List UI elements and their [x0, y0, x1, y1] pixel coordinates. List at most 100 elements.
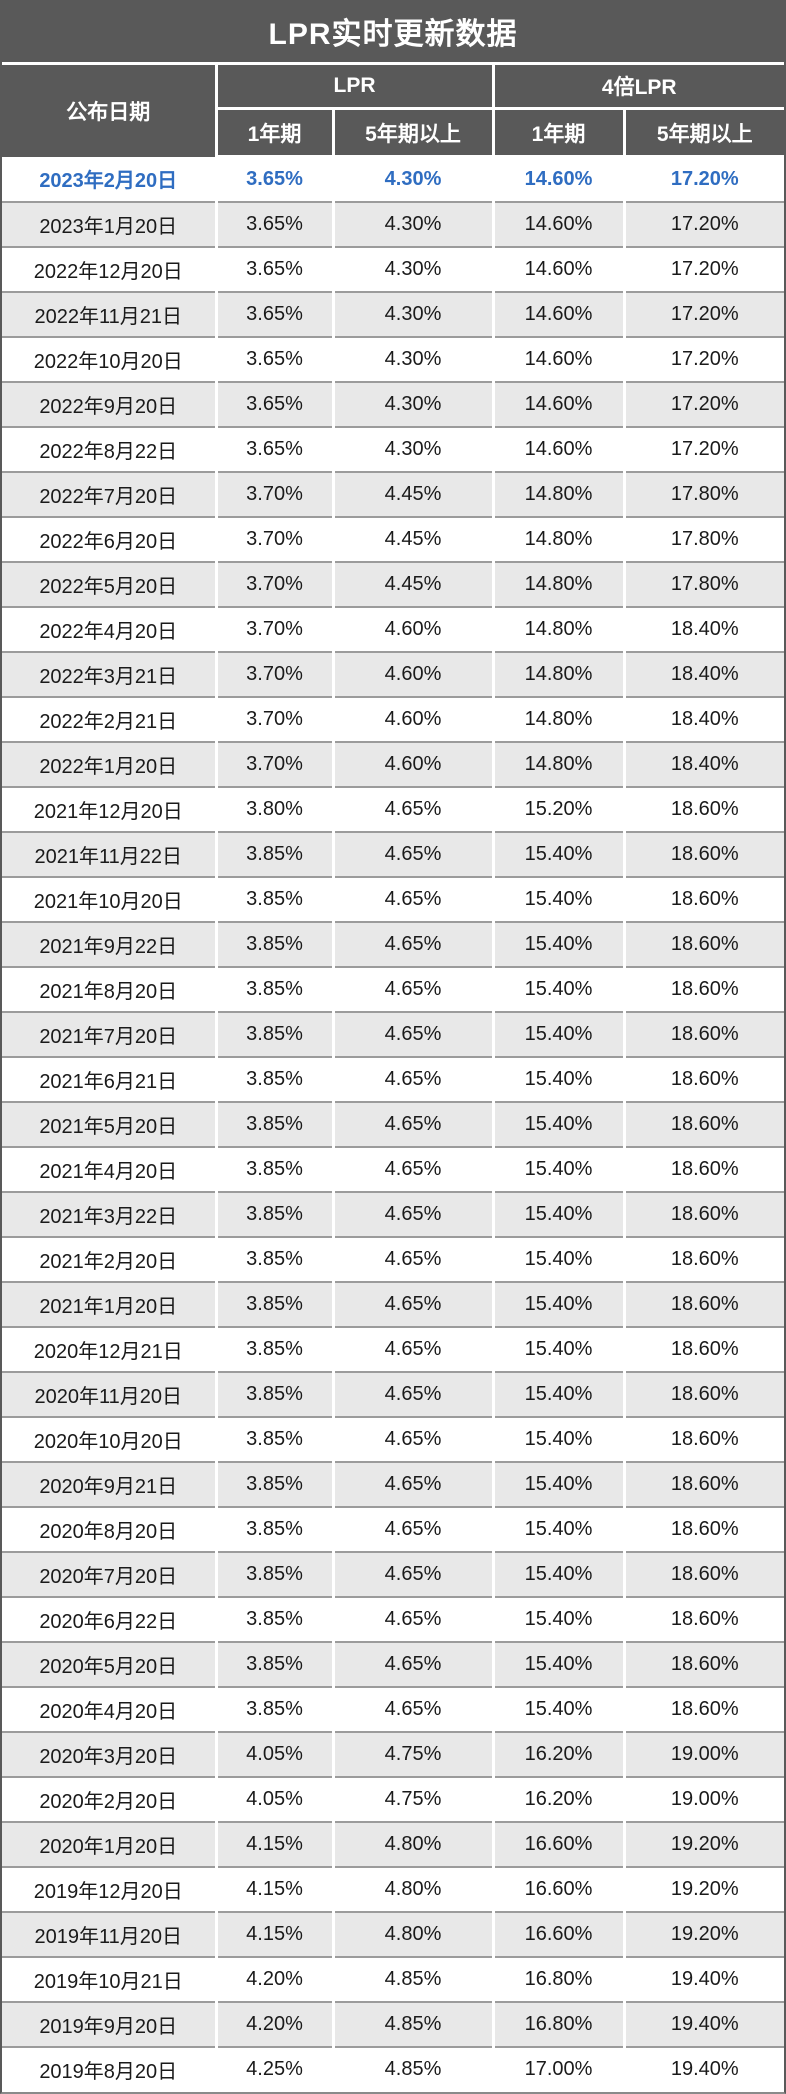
- table-row: 2022年5月20日 3.70% 4.45% 14.80% 17.80%: [2, 561, 784, 607]
- rate-cell: 3.85%: [214, 921, 333, 967]
- date-cell: 2022年10月20日: [2, 336, 216, 382]
- rate-cell: 4.65%: [331, 1056, 493, 1102]
- rate-cell: 15.40%: [491, 876, 624, 922]
- rate-cell: 3.85%: [214, 1596, 333, 1642]
- rate-cell: 18.60%: [622, 1686, 784, 1732]
- rate-cell: 4.05%: [214, 1776, 333, 1822]
- rate-cell: 4.85%: [331, 2046, 493, 2091]
- rate-cell: 3.85%: [214, 876, 333, 922]
- table-row: 2020年10月20日 3.85% 4.65% 15.40% 18.60%: [2, 1416, 784, 1462]
- date-cell: 2022年2月21日: [2, 696, 216, 742]
- table-row: 2021年3月22日 3.85% 4.65% 15.40% 18.60%: [2, 1191, 784, 1237]
- table-row: 2022年11月21日 3.65% 4.30% 14.60% 17.20%: [2, 291, 784, 337]
- table-row: 2021年11月22日 3.85% 4.65% 15.40% 18.60%: [2, 831, 784, 877]
- rate-cell: 16.60%: [491, 1821, 624, 1867]
- rate-cell: 19.20%: [622, 1911, 784, 1957]
- rate-cell: 4.60%: [331, 606, 493, 652]
- rate-cell: 15.40%: [491, 831, 624, 877]
- lpr-table: 公布日期 LPR 4倍LPR 1年期 5年期以上 1年期 5年期以上 2023年…: [2, 65, 784, 2091]
- rate-cell: 4.15%: [214, 1821, 333, 1867]
- date-cell: 2022年9月20日: [2, 381, 216, 427]
- rate-cell: 4.65%: [331, 831, 493, 877]
- rate-cell: 17.80%: [622, 561, 784, 607]
- rate-cell: 3.85%: [214, 1146, 333, 1192]
- rate-cell: 4.65%: [331, 1146, 493, 1192]
- date-cell: 2021年5月20日: [2, 1101, 216, 1147]
- rate-cell: 16.60%: [491, 1866, 624, 1912]
- rate-cell: 18.60%: [622, 921, 784, 967]
- rate-cell: 4.60%: [331, 696, 493, 742]
- rate-cell: 14.60%: [491, 381, 624, 427]
- date-cell: 2020年4月20日: [2, 1686, 216, 1732]
- rate-cell: 4.65%: [331, 1011, 493, 1057]
- rate-cell: 14.80%: [491, 561, 624, 607]
- rate-cell: 15.40%: [491, 1416, 624, 1462]
- rate-cell: 4.65%: [331, 1191, 493, 1237]
- date-cell: 2020年12月21日: [2, 1326, 216, 1372]
- rate-cell: 4.80%: [331, 1821, 493, 1867]
- table-row: 2022年3月21日 3.70% 4.60% 14.80% 18.40%: [2, 651, 784, 697]
- rate-cell: 3.65%: [214, 426, 333, 472]
- date-cell: 2021年11月22日: [2, 831, 216, 877]
- rate-cell: 17.20%: [622, 291, 784, 337]
- date-cell: 2021年3月22日: [2, 1191, 216, 1237]
- rate-cell: 14.80%: [491, 696, 624, 742]
- rate-cell: 4.15%: [214, 1911, 333, 1957]
- header-4x-5y: 5年期以上: [622, 108, 784, 158]
- rate-cell: 18.60%: [622, 1416, 784, 1462]
- rate-cell: 3.70%: [214, 516, 333, 562]
- table-body: 2023年2月20日 3.65% 4.30% 14.60% 17.20% 2023年1月2…: [2, 156, 784, 2091]
- rate-cell: 14.80%: [491, 471, 624, 517]
- rate-cell: 4.65%: [331, 1461, 493, 1507]
- rate-cell: 15.40%: [491, 1596, 624, 1642]
- rate-cell: 18.60%: [622, 876, 784, 922]
- table-row: 2021年9月22日 3.85% 4.65% 15.40% 18.60%: [2, 921, 784, 967]
- rate-cell: 15.40%: [491, 1461, 624, 1507]
- rate-cell: 3.70%: [214, 651, 333, 697]
- rate-cell: 4.25%: [214, 2046, 333, 2091]
- rate-cell: 14.80%: [491, 651, 624, 697]
- rate-cell: 18.60%: [622, 1326, 784, 1372]
- table-row: 2020年8月20日 3.85% 4.65% 15.40% 18.60%: [2, 1506, 784, 1552]
- rate-cell: 3.85%: [214, 1551, 333, 1597]
- date-cell: 2020年1月20日: [2, 1821, 216, 1867]
- header-lpr-5y: 5年期以上: [331, 108, 493, 158]
- rate-cell: 15.40%: [491, 1371, 624, 1417]
- rate-cell: 3.85%: [214, 1191, 333, 1237]
- rate-cell: 15.20%: [491, 786, 624, 832]
- table-row: 2022年4月20日 3.70% 4.60% 14.80% 18.40%: [2, 606, 784, 652]
- rate-cell: 3.70%: [214, 471, 333, 517]
- rate-cell: 14.60%: [491, 246, 624, 292]
- date-cell: 2022年1月20日: [2, 741, 216, 787]
- rate-cell: 15.40%: [491, 921, 624, 967]
- rate-cell: 4.30%: [331, 246, 493, 292]
- table-row: 2023年2月20日 3.65% 4.30% 14.60% 17.20%: [2, 156, 784, 202]
- date-cell: 2022年7月20日: [2, 471, 216, 517]
- rate-cell: 18.40%: [622, 741, 784, 787]
- rate-cell: 4.45%: [331, 516, 493, 562]
- table-row: 2021年12月20日 3.80% 4.65% 15.20% 18.60%: [2, 786, 784, 832]
- table-row: 2021年8月20日 3.85% 4.65% 15.40% 18.60%: [2, 966, 784, 1012]
- date-cell: 2021年7月20日: [2, 1011, 216, 1057]
- header-date-column: 公布日期: [2, 65, 216, 157]
- rate-cell: 14.80%: [491, 606, 624, 652]
- rate-cell: 3.85%: [214, 1326, 333, 1372]
- rate-cell: 18.60%: [622, 1101, 784, 1147]
- rate-cell: 4.65%: [331, 1686, 493, 1732]
- rate-cell: 15.40%: [491, 1551, 624, 1597]
- table-row: 2021年6月21日 3.85% 4.65% 15.40% 18.60%: [2, 1056, 784, 1102]
- rate-cell: 15.40%: [491, 966, 624, 1012]
- rate-cell: 4.65%: [331, 1551, 493, 1597]
- rate-cell: 14.60%: [491, 156, 624, 202]
- rate-cell: 4.65%: [331, 1236, 493, 1282]
- date-cell: 2021年4月20日: [2, 1146, 216, 1192]
- rate-cell: 4.20%: [214, 2001, 333, 2047]
- table-row: 2021年10月20日 3.85% 4.65% 15.40% 18.60%: [2, 876, 784, 922]
- date-cell: 2019年11月20日: [2, 1911, 216, 1957]
- rate-cell: 4.65%: [331, 1641, 493, 1687]
- rate-cell: 17.80%: [622, 471, 784, 517]
- date-cell: 2022年6月20日: [2, 516, 216, 562]
- rate-cell: 4.65%: [331, 1326, 493, 1372]
- rate-cell: 18.60%: [622, 1146, 784, 1192]
